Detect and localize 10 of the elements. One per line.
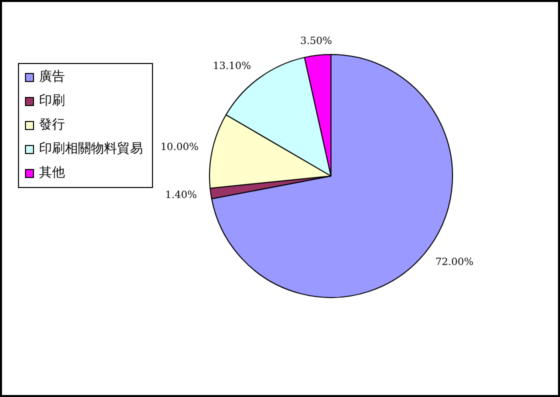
data-label: 3.50% bbox=[300, 36, 332, 47]
legend-label: 印刷 bbox=[39, 93, 65, 108]
data-label: 72.00% bbox=[435, 256, 474, 268]
legend-label: 印刷相關物料貿易 bbox=[39, 141, 143, 156]
legend-label: 廣告 bbox=[39, 69, 65, 84]
data-label: 1.40% bbox=[165, 190, 197, 202]
legend-label: 發行 bbox=[39, 117, 65, 132]
data-label: 10.00% bbox=[160, 142, 199, 153]
legend-label: 其他 bbox=[39, 165, 65, 180]
data-label: 13.10% bbox=[212, 61, 252, 72]
